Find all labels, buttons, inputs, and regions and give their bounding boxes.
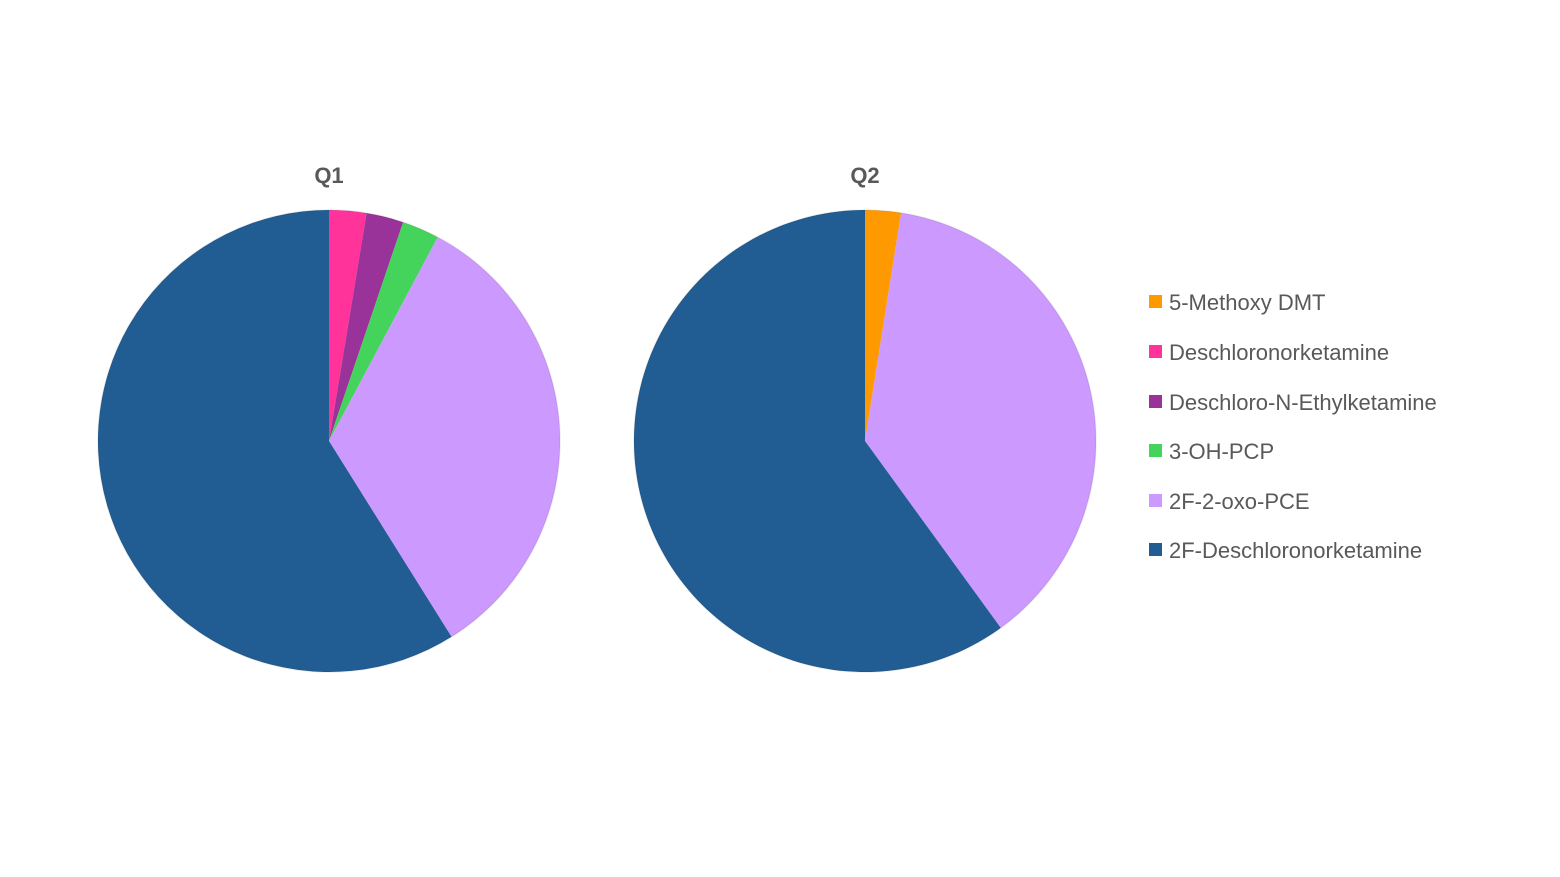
legend-item: 2F-Deschloronorketamine [1149, 538, 1422, 563]
legend-swatch [1149, 444, 1162, 457]
legend-label: 5-Methoxy DMT [1169, 290, 1325, 315]
legend-label: 2F-Deschloronorketamine [1169, 538, 1422, 563]
pie-outline [633, 209, 1097, 673]
legend-label: 2F-2-oxo-PCE [1169, 489, 1310, 514]
pie-slice-2f-2-oxo-pce [865, 212, 1097, 628]
legend-item: Deschloronorketamine [1149, 340, 1389, 365]
pie-slice-deschloronorketamine [329, 210, 367, 441]
legend-item: Deschloro-N-Ethylketamine [1149, 390, 1437, 415]
legend: 5-Methoxy DMT Deschloronorketamine Desch… [1149, 290, 1437, 563]
pie-chart-q1: Q1 [97, 163, 561, 673]
legend-item: 2F-2-oxo-PCE [1149, 489, 1310, 514]
pie-slice-5-methoxy-dmt [865, 210, 902, 441]
pie-title-q2: Q2 [850, 163, 879, 188]
pie-slice-2f-deschloronorketamine [633, 210, 1001, 672]
pie-slice-2f-deschloronorketamine [97, 210, 452, 673]
pie-slice-3-oh-pcp [329, 222, 438, 441]
legend-swatch [1149, 543, 1162, 556]
pie-slice-deschloro-n-ethylketamine [329, 213, 404, 441]
pie-slice-2f-2-oxo-pce [329, 237, 560, 637]
legend-swatch [1149, 395, 1162, 408]
legend-swatch [1149, 494, 1162, 507]
legend-label: Deschloronorketamine [1169, 340, 1389, 365]
pie-title-q1: Q1 [314, 163, 343, 188]
legend-swatch [1149, 295, 1162, 308]
legend-label: Deschloro-N-Ethylketamine [1169, 390, 1437, 415]
pie-outline [97, 209, 561, 673]
legend-swatch [1149, 345, 1162, 358]
pie-chart-q2: Q2 [633, 163, 1097, 673]
legend-label: 3-OH-PCP [1169, 439, 1274, 464]
legend-item: 5-Methoxy DMT [1149, 290, 1325, 315]
legend-item: 3-OH-PCP [1149, 439, 1274, 464]
